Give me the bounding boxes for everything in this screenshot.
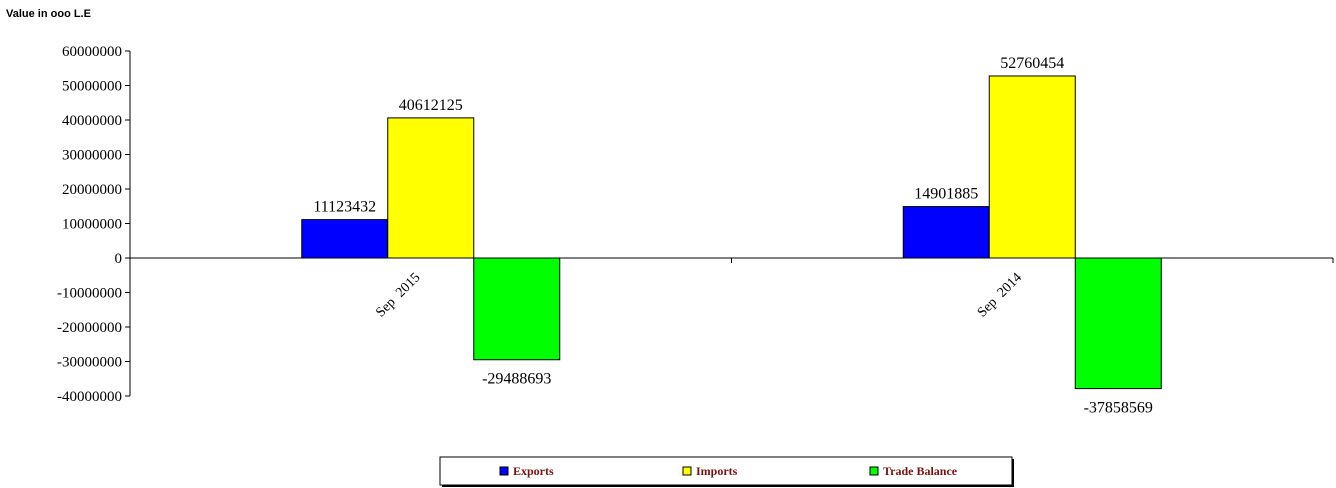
data-label: 14901885 (914, 186, 978, 203)
y-tick-label: 20000000 (62, 182, 122, 198)
legend-label: Imports (696, 464, 738, 478)
legend-box (439, 456, 1013, 486)
legend-swatch (682, 466, 692, 476)
category-labels: Sep 2015 Sep 2014 (373, 270, 1025, 320)
y-tick-labels: 60000000 50000000 40000000 30000000 20000000… (57, 44, 122, 405)
legend-label: Trade Balance (883, 464, 958, 478)
bar-exports (301, 219, 389, 259)
bar-exports (902, 206, 990, 259)
bar-imports (988, 75, 1076, 259)
data-label: 11123432 (313, 199, 376, 216)
y-tick-label: 0 (115, 251, 123, 267)
legend-label: Exports (513, 464, 554, 478)
data-label: 40612125 (399, 97, 463, 114)
data-label: -29488693 (482, 371, 551, 388)
bar-imports (387, 117, 475, 259)
category-label: Sep 2015 (373, 270, 423, 320)
legend: Exports Imports Trade Balance (439, 456, 1014, 487)
y-tick-label: -20000000 (57, 320, 122, 336)
legend-swatch (869, 466, 879, 476)
y-tick-label: -10000000 (57, 286, 122, 302)
y-tick-label: 40000000 (62, 113, 122, 129)
y-tick-label: -30000000 (57, 355, 122, 371)
unit-label: Value in ooo L.E (6, 8, 91, 20)
y-tick-label: 60000000 (62, 44, 122, 60)
y-tick-label: 50000000 (62, 79, 122, 95)
y-tick-label: 30000000 (62, 148, 122, 164)
y-tick-label: -40000000 (57, 389, 122, 405)
bar-trade-balance (1074, 257, 1162, 390)
category-label: Sep 2014 (975, 270, 1025, 320)
data-label: 52760454 (1000, 55, 1064, 72)
bars (301, 75, 1162, 390)
data-labels: 11123432 40612125 -29488693 14901885 5276045… (313, 55, 1153, 417)
legend-swatch (499, 466, 509, 476)
data-label: -37858569 (1084, 400, 1153, 417)
bar-trade-balance (473, 257, 561, 361)
y-tick-label: 10000000 (62, 217, 122, 233)
